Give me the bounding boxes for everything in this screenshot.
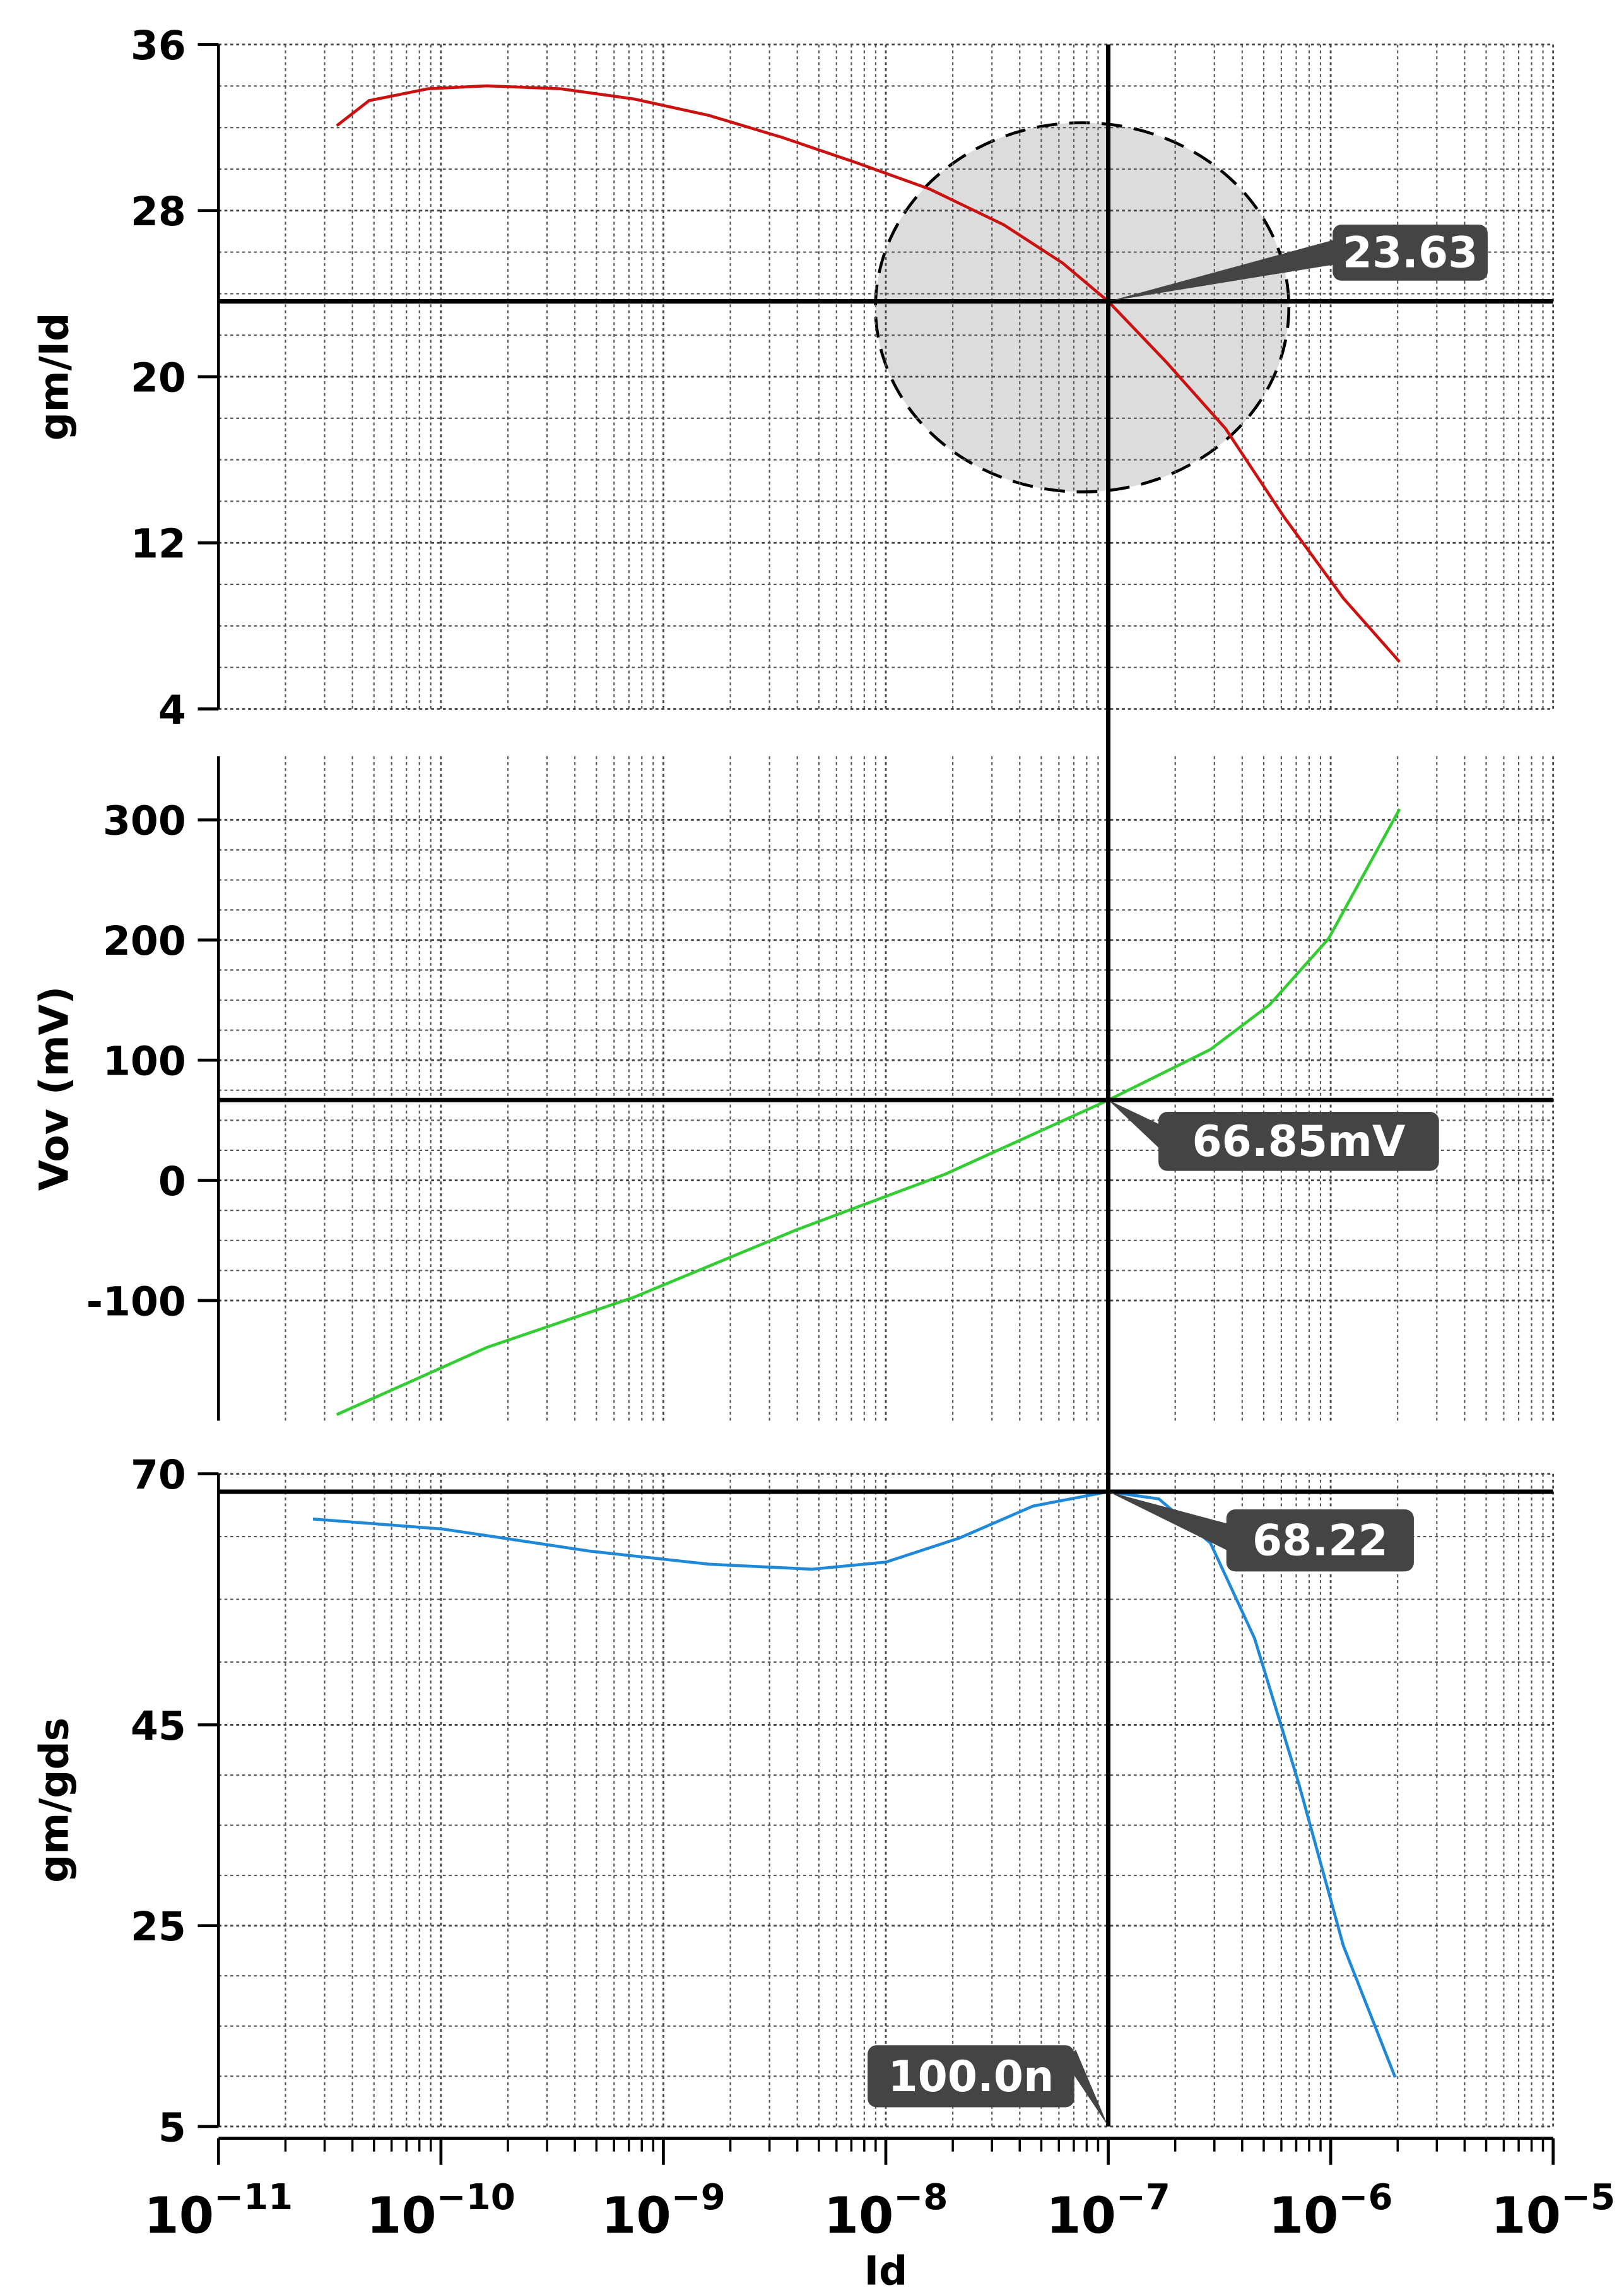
x-tick-base: 10 [601, 2186, 671, 2245]
data-line [312, 1490, 1397, 2078]
y-axis-label: Vov (mV) [31, 986, 78, 1191]
y-axis-label: gm/gds [31, 1718, 78, 1883]
panel: 5 25 45 70 gm/gds 68.22 [31, 1451, 1555, 2150]
y-tick-label: 200 [103, 917, 186, 964]
y-tick-label: 0 [158, 1158, 186, 1205]
y-tick-label: 100 [103, 1038, 186, 1085]
x-tick-exponent: −9 [671, 2177, 726, 2218]
x-tick-base: 10 [1491, 2186, 1561, 2245]
y-tick-label: 45 [131, 1702, 186, 1749]
panel: -100 0 100 200 300 Vov (mV) 66.85mV [31, 756, 1555, 1421]
marker-box [1226, 1509, 1414, 1572]
x-tick-exponent: −7 [1116, 2177, 1170, 2218]
marker-box [1158, 1111, 1439, 1171]
y-tick-label: 5 [158, 2104, 186, 2150]
x-tick-base: 10 [144, 2186, 214, 2245]
highlight-circle [874, 121, 1291, 493]
x-tick-base: 10 [367, 2186, 437, 2245]
x-tick-label: 10−7 [1046, 2177, 1170, 2245]
marker-label: 66.85mV [1192, 1117, 1405, 1167]
panel: 4 12 20 28 36 gm/Id 23.63 [31, 22, 1555, 733]
y-axis-label: gm/Id [31, 313, 78, 441]
y-tick-label: 4 [158, 687, 186, 733]
marker-pointer [1108, 1100, 1165, 1153]
x-tick-base: 10 [824, 2186, 894, 2245]
x-tick-label: 10−8 [824, 2177, 948, 2245]
x-tick-label: 10−9 [601, 2177, 726, 2245]
x-tick-label: 10−5 [1491, 2177, 1615, 2245]
marker-label: 23.63 [1343, 228, 1478, 278]
y-tick-label: -100 [86, 1278, 186, 1324]
cursor-pointer [1064, 2050, 1109, 2127]
x-tick-exponent: −10 [437, 2177, 515, 2218]
y-tick-label: 20 [131, 354, 186, 401]
y-tick-label: 25 [131, 1903, 186, 1950]
x-tick-exponent: −11 [214, 2177, 293, 2218]
data-line [336, 84, 1401, 663]
x-tick-label: 10−11 [144, 2177, 293, 2245]
x-tick-exponent: −8 [893, 2177, 948, 2218]
cursor-box [868, 2045, 1074, 2108]
cursor-label: 100.0n [888, 2052, 1054, 2102]
y-tick-label: 28 [131, 188, 186, 235]
x-tick-exponent: −6 [1338, 2177, 1392, 2218]
x-tick-exponent: −5 [1561, 2177, 1615, 2218]
y-tick-label: 300 [103, 798, 186, 844]
marker-box [1333, 224, 1488, 281]
marker-label: 68.22 [1252, 1516, 1388, 1566]
y-tick-label: 12 [131, 521, 186, 567]
y-tick-label: 36 [131, 22, 186, 69]
x-tick-base: 10 [1046, 2186, 1116, 2245]
data-line [336, 808, 1401, 1416]
y-tick-label: 70 [131, 1451, 186, 1498]
x-axis-label: Id [864, 2247, 908, 2294]
x-tick-base: 10 [1269, 2186, 1339, 2245]
x-tick-label: 10−10 [367, 2177, 515, 2245]
marker-pointer [1108, 1491, 1233, 1553]
x-tick-label: 10−6 [1269, 2177, 1393, 2245]
